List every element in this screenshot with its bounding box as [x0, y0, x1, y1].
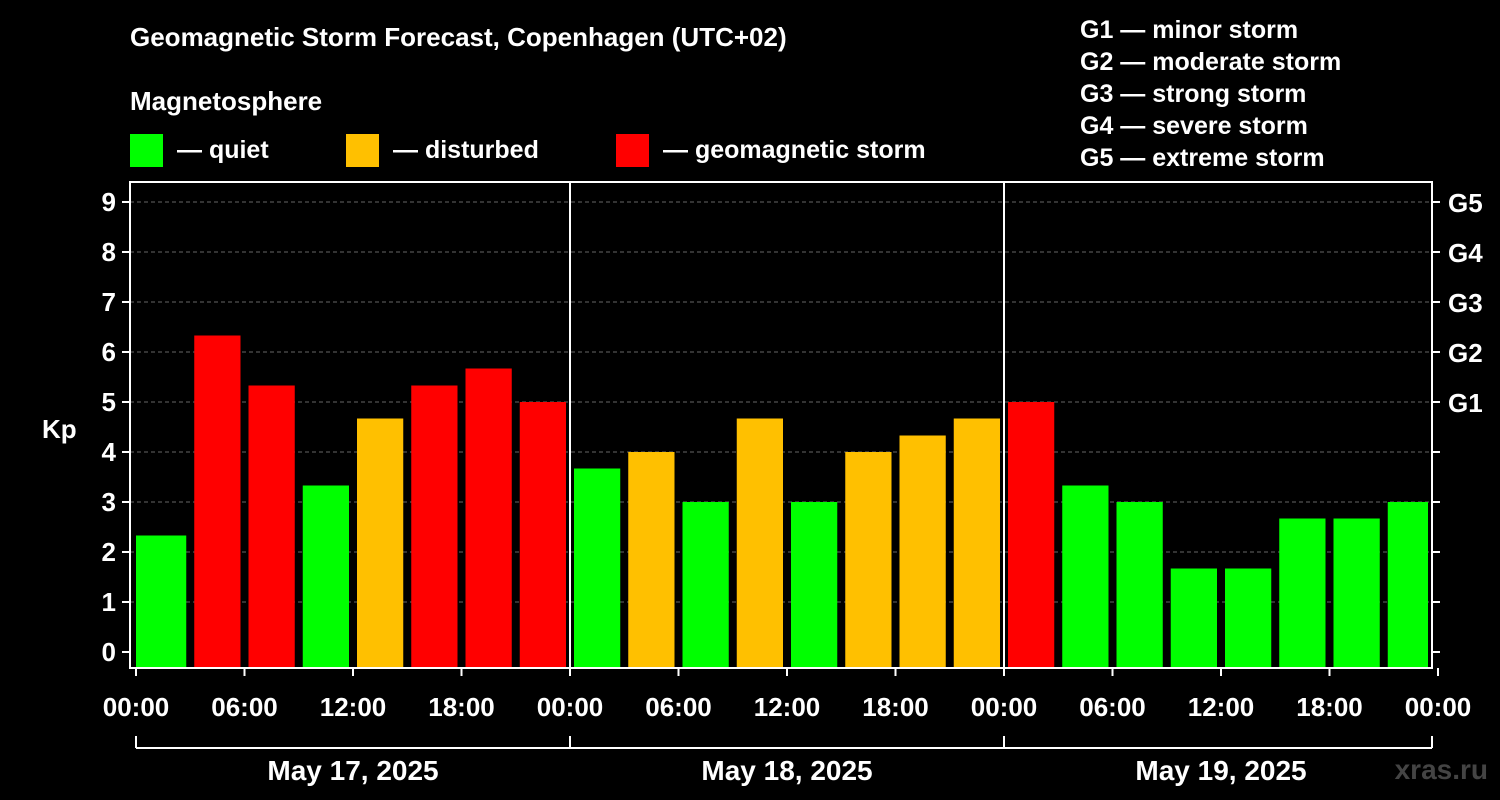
legend-label-storm: — geomagnetic storm	[663, 135, 926, 164]
legend-swatch-quiet	[130, 133, 163, 167]
right-axis-label-g2: G2	[1448, 338, 1483, 368]
bar-21	[1279, 518, 1326, 668]
right-axis-label-g5: G5	[1448, 188, 1483, 218]
storm-scale-legend: G1 — minor storm G2 — moderate storm G3 …	[1080, 14, 1341, 174]
xtick-label-10: 12:00	[1188, 692, 1255, 722]
ytick-label-5: 5	[102, 387, 116, 417]
bar-0	[136, 535, 187, 668]
xtick-label-1: 06:00	[211, 692, 278, 722]
storm-scale-g3: G3 — strong storm	[1080, 80, 1307, 108]
bar-15	[953, 418, 1000, 668]
legend-storm: — geomagnetic storm	[616, 133, 926, 167]
bar-6	[465, 368, 512, 668]
legend-disturbed: — disturbed	[346, 133, 539, 167]
bar-7	[519, 402, 566, 668]
axis-layer: 0 1 2 3 4 5 6 7 8 9 Kp G1 G2 G3 G4 G5 00:00 06:00 12:00 18:…	[42, 181, 1483, 786]
xtick-label-8: 00:00	[971, 692, 1038, 722]
storm-scale-g2: G2 — moderate storm	[1080, 48, 1342, 76]
bar-22	[1333, 518, 1380, 668]
xtick-label-6: 12:00	[754, 692, 821, 722]
legend-quiet: — quiet	[130, 133, 269, 167]
legend-swatch-storm	[616, 133, 649, 167]
storm-scale-g5: G5 — extreme storm	[1080, 144, 1325, 172]
right-axis-label-g3: G3	[1448, 288, 1483, 318]
xtick-label-5: 06:00	[645, 692, 712, 722]
day-label-0: May 17, 2025	[267, 755, 438, 786]
bar-23	[1387, 502, 1428, 668]
xtick-label-12: 00:00	[1405, 692, 1472, 722]
ytick-label-8: 8	[102, 237, 116, 267]
plot-frame	[129, 181, 1433, 669]
xtick-label-3: 18:00	[428, 692, 495, 722]
legend-label-quiet: — quiet	[177, 135, 269, 164]
bar-8	[574, 468, 621, 668]
ytick-label-1: 1	[102, 587, 116, 617]
bar-10	[682, 502, 729, 668]
bar-14	[899, 435, 946, 668]
magnetosphere-label: Magnetosphere	[130, 86, 323, 116]
ytick-label-7: 7	[102, 287, 116, 317]
bar-2	[248, 385, 295, 668]
bar-4	[357, 418, 404, 668]
xtick-label-11: 18:00	[1296, 692, 1363, 722]
ytick-label-0: 0	[102, 637, 116, 667]
y-axis-label: Kp	[42, 414, 77, 444]
right-axis-label-g4: G4	[1448, 238, 1483, 268]
bar-layer	[136, 335, 1428, 668]
bar-13	[845, 452, 892, 668]
xtick-label-4: 00:00	[537, 692, 604, 722]
chart-title: Geomagnetic Storm Forecast, Copenhagen (…	[130, 22, 787, 52]
legend-swatch-disturbed	[346, 133, 379, 167]
storm-scale-g1: G1 — minor storm	[1080, 16, 1299, 44]
bar-5	[411, 385, 458, 668]
day-label-2: May 19, 2025	[1135, 755, 1306, 786]
legend-label-disturbed: — disturbed	[393, 135, 539, 164]
ytick-label-9: 9	[102, 187, 116, 217]
bar-9	[628, 452, 675, 668]
right-axis-label-g1: G1	[1448, 388, 1483, 418]
bar-16	[1008, 402, 1055, 668]
watermark: xras.ru	[1394, 754, 1488, 785]
bar-20	[1225, 568, 1272, 668]
bar-11	[736, 418, 783, 668]
bar-1	[194, 335, 241, 668]
bar-18	[1116, 502, 1163, 668]
ytick-label-3: 3	[102, 487, 116, 517]
day-label-1: May 18, 2025	[701, 755, 872, 786]
ytick-label-2: 2	[102, 537, 116, 567]
bar-19	[1170, 568, 1217, 668]
storm-scale-g4: G4 — severe storm	[1080, 112, 1308, 140]
bar-12	[791, 502, 838, 668]
xtick-label-7: 18:00	[862, 692, 929, 722]
bar-17	[1062, 485, 1109, 668]
ytick-label-6: 6	[102, 337, 116, 367]
xtick-label-0: 00:00	[103, 692, 170, 722]
ytick-label-4: 4	[102, 437, 117, 467]
xtick-label-2: 12:00	[320, 692, 387, 722]
bar-3	[302, 485, 349, 668]
xtick-label-9: 06:00	[1079, 692, 1146, 722]
